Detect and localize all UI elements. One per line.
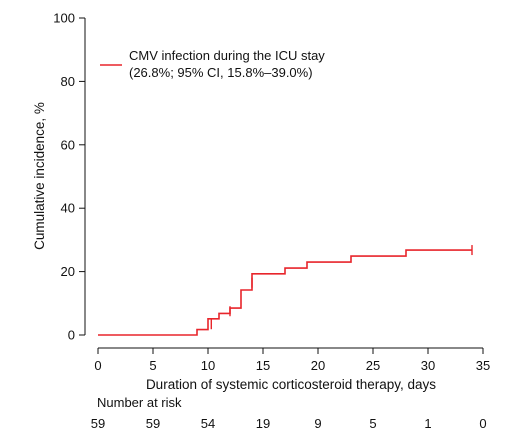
legend: CMV infection during the ICU stay (26.8%… <box>100 48 325 80</box>
legend-label: CMV infection during the ICU stay <box>129 48 325 63</box>
x-tick-label-0: 0 <box>94 358 101 373</box>
y-tick-label-0: 0 <box>68 328 75 343</box>
y-tick-label-40: 40 <box>61 201 75 216</box>
x-axis: 0 5 10 15 20 25 30 35 <box>94 347 490 373</box>
legend-label-ci: (26.8%; 95% CI, 15.8%–39.0%) <box>129 65 313 80</box>
risk-count-day-10: 54 <box>201 416 215 431</box>
risk-table-values: 59 59 54 19 9 5 1 0 <box>91 416 487 431</box>
x-tick-label-30: 30 <box>421 358 435 373</box>
y-tick-label-100: 100 <box>53 11 75 26</box>
y-tick-label-60: 60 <box>61 137 75 152</box>
x-tick-label-10: 10 <box>201 358 215 373</box>
x-tick-label-5: 5 <box>149 358 156 373</box>
y-axis: 0 20 40 60 80 100 <box>53 11 86 343</box>
x-tick-label-25: 25 <box>366 358 380 373</box>
risk-count-day-15: 19 <box>256 416 270 431</box>
y-tick-label-80: 80 <box>61 74 75 89</box>
risk-count-day-30: 1 <box>424 416 431 431</box>
series-line <box>98 249 472 336</box>
risk-count-day-5: 59 <box>146 416 160 431</box>
risk-table-title: Number at risk <box>97 395 182 410</box>
risk-count-day-20: 9 <box>314 416 321 431</box>
x-tick-label-35: 35 <box>476 358 490 373</box>
series-cmv-infection <box>98 245 473 336</box>
x-tick-label-15: 15 <box>256 358 270 373</box>
risk-count-day-0: 59 <box>91 416 105 431</box>
risk-count-day-25: 5 <box>369 416 376 431</box>
x-axis-title: Duration of systemic corticosteroid ther… <box>146 377 436 392</box>
x-tick-label-20: 20 <box>311 358 325 373</box>
y-tick-label-20: 20 <box>61 264 75 279</box>
y-axis-title: Cumulative incidence, % <box>32 102 47 250</box>
risk-count-day-35: 0 <box>479 416 486 431</box>
